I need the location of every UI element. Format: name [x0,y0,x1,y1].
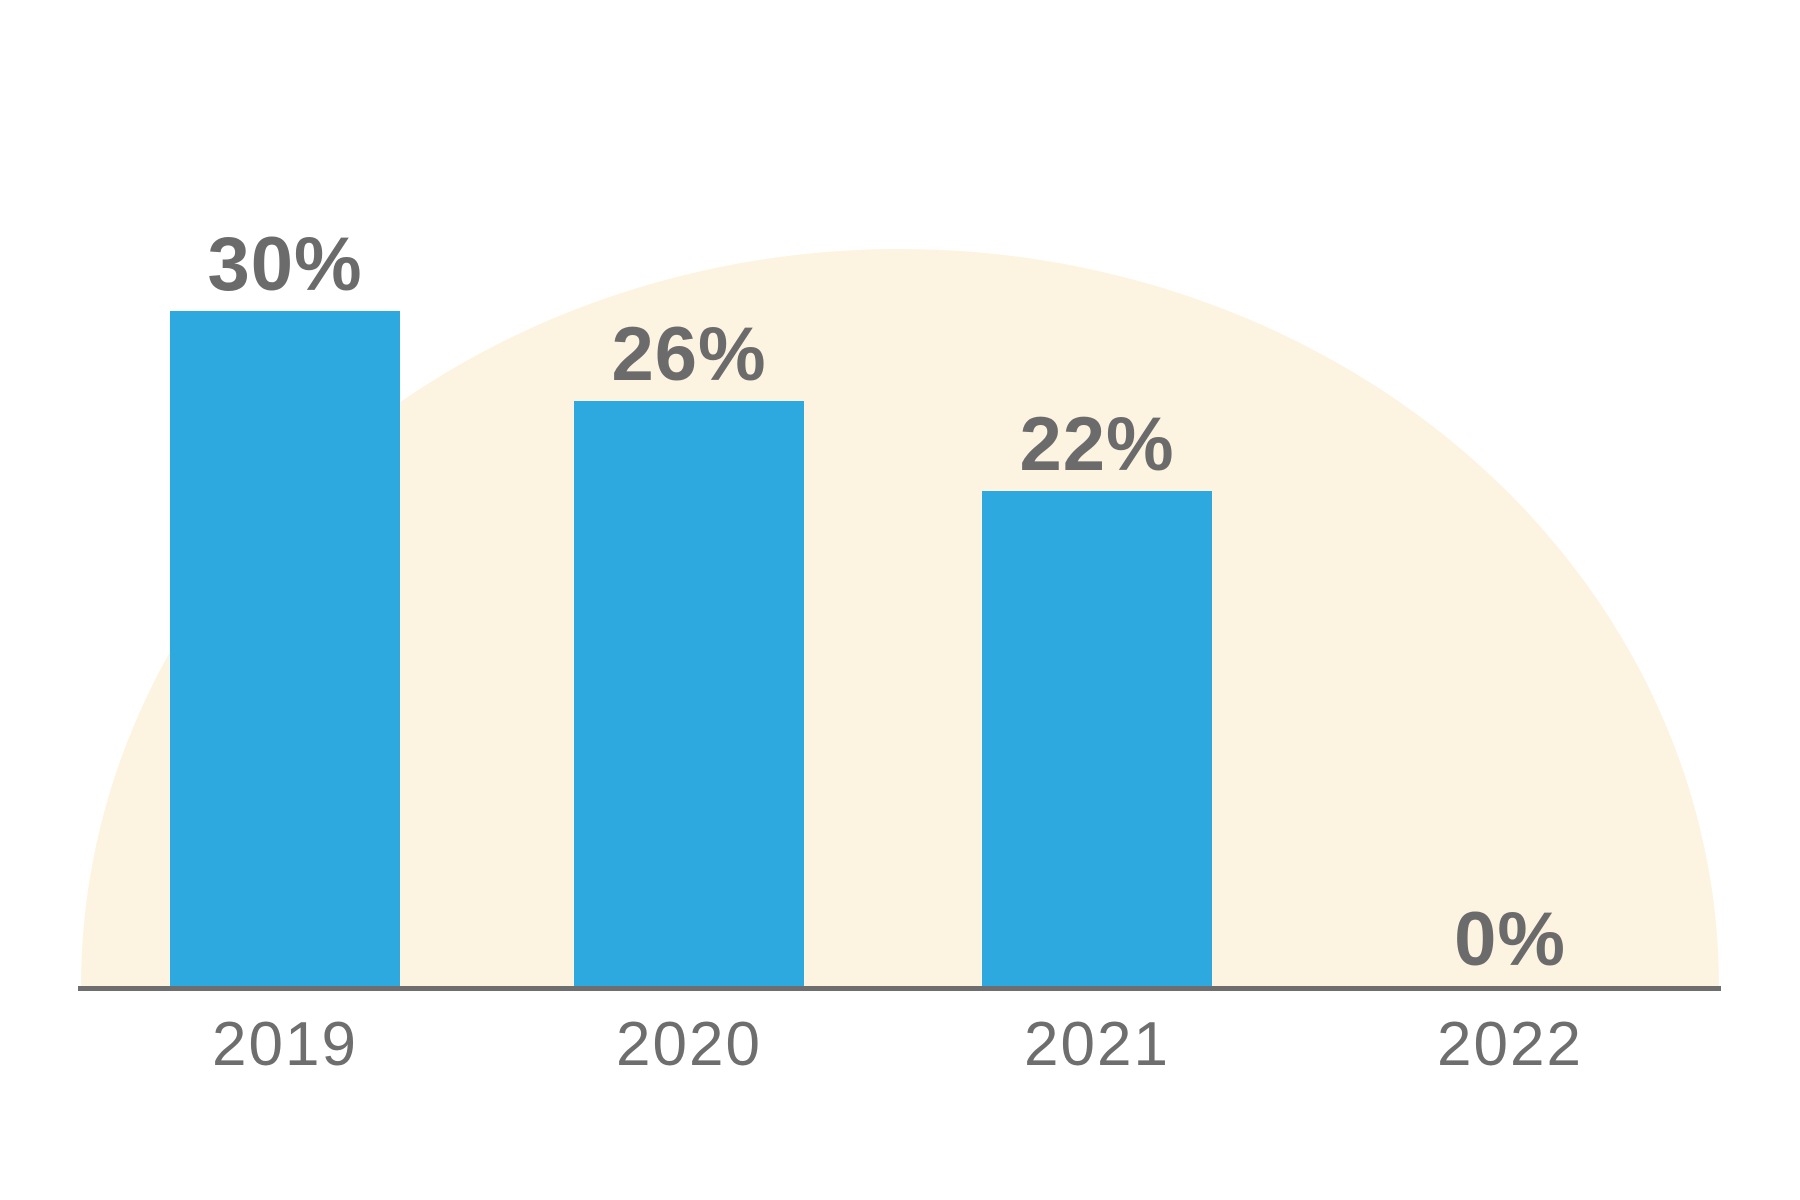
x-axis-line [78,986,1721,991]
value-label-2020: 26% [611,312,767,397]
category-label-2020: 2020 [616,1010,762,1079]
bar-2021 [982,491,1212,986]
category-label-2019: 2019 [212,1010,358,1079]
value-label-2022: 0% [1454,897,1566,982]
category-label-2022: 2022 [1437,1010,1583,1079]
value-label-2019: 30% [207,222,363,307]
value-label-2021: 22% [1019,402,1175,487]
bar-2019 [170,311,400,986]
bar-2020 [574,401,804,986]
category-label-2021: 2021 [1024,1010,1170,1079]
